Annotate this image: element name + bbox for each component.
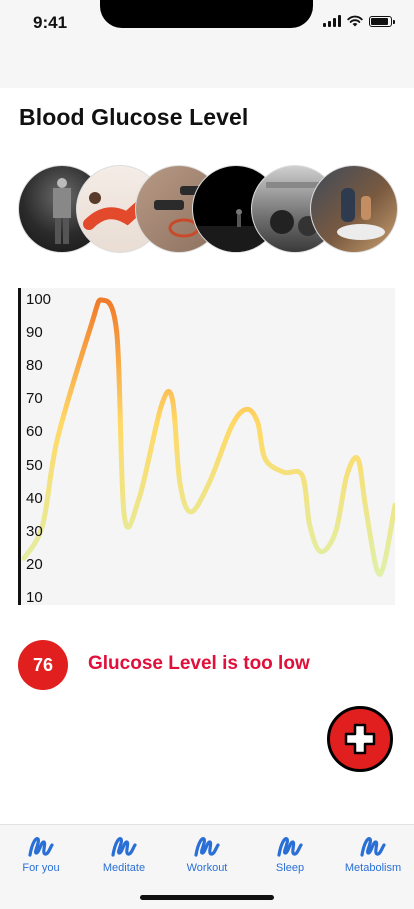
bottom-tab-bar: For you Meditate Workout Sleep Metabolis… xyxy=(0,824,414,909)
y-tick-label: 90 xyxy=(26,324,43,342)
tab-label: Metabolism xyxy=(344,862,402,874)
tab-label: Workout xyxy=(186,862,228,874)
scribble-icon xyxy=(277,837,303,857)
cellular-signal-icon xyxy=(323,15,341,27)
home-indicator xyxy=(140,895,274,900)
add-entry-button[interactable] xyxy=(327,706,393,772)
glucose-status-message: Glucose Level is too low xyxy=(88,653,310,674)
y-tick-label: 100 xyxy=(26,291,52,308)
scribble-icon xyxy=(28,837,54,857)
workout-photo-carousel[interactable] xyxy=(18,165,398,253)
tab-label: For you xyxy=(22,862,60,874)
tab-metabolism[interactable]: Metabolism xyxy=(335,833,411,885)
glucose-line-chart xyxy=(21,297,395,577)
tab-for-you[interactable]: For you xyxy=(3,833,79,885)
y-tick-label: 50 xyxy=(26,456,43,474)
tab-label: Meditate xyxy=(102,862,146,874)
battery-icon xyxy=(369,15,395,27)
status-time: 9:41 xyxy=(33,13,68,32)
y-axis-line xyxy=(18,288,21,605)
scribble-icon xyxy=(111,837,137,857)
tab-meditate[interactable]: Meditate xyxy=(86,833,162,885)
plus-icon xyxy=(344,723,376,755)
tab-workout[interactable]: Workout xyxy=(169,833,245,885)
shoe-lacing-photo[interactable] xyxy=(310,165,398,253)
glucose-series-line xyxy=(21,297,395,577)
tab-label: Sleep xyxy=(275,862,305,874)
wifi-icon xyxy=(347,15,363,27)
scribble-icon xyxy=(194,837,220,857)
device-notch xyxy=(100,0,313,28)
glucose-value-badge: 76 xyxy=(18,640,68,690)
y-tick-label: 20 xyxy=(26,555,43,573)
y-tick-label: 40 xyxy=(26,489,43,507)
y-tick-label: 10 xyxy=(26,589,43,606)
y-tick-label: 60 xyxy=(26,423,43,441)
tab-sleep[interactable]: Sleep xyxy=(252,833,328,885)
scribble-icon xyxy=(360,837,386,857)
y-tick-label: 30 xyxy=(26,522,43,540)
status-bar: 9:41 xyxy=(0,0,414,88)
glucose-chart: 100 90 80 70 60 50 40 30 20 10 xyxy=(18,288,395,606)
y-tick-label: 70 xyxy=(26,390,43,408)
status-icons xyxy=(323,14,395,28)
chart-background xyxy=(18,288,395,605)
page-title: Blood Glucose Level xyxy=(19,104,249,130)
y-tick-label: 80 xyxy=(26,357,43,375)
